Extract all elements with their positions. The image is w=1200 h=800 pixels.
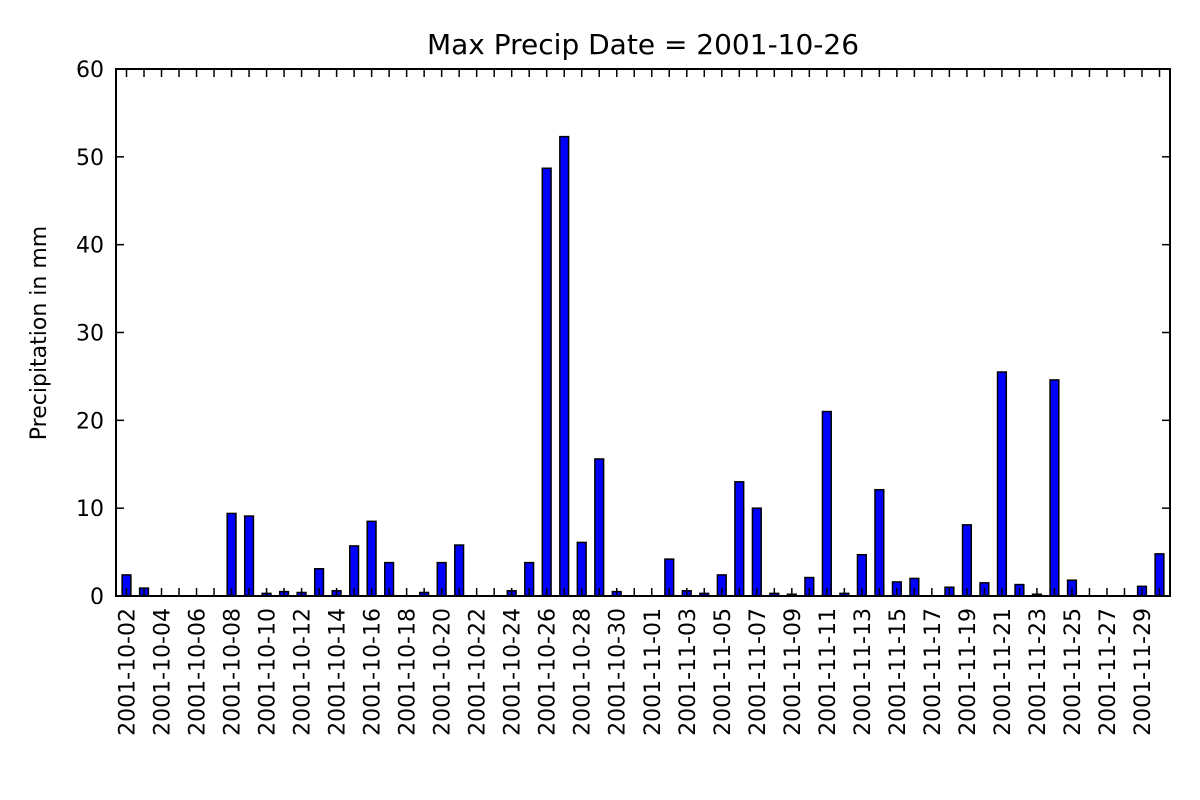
x-tick-label: 2001-10-06 — [186, 608, 211, 736]
y-axis-label: Precipitation in mm — [27, 226, 52, 440]
x-tick-label: 2001-10-04 — [151, 608, 176, 736]
y-tick-label: 40 — [76, 234, 104, 259]
y-axis-ticks: 0 10 20 30 40 50 60 — [76, 58, 1170, 610]
x-tick-label: 2001-11-03 — [676, 608, 701, 736]
x-tick-label: 2001-10-30 — [606, 608, 631, 736]
x-tick-label: 2001-10-08 — [221, 608, 246, 736]
bar-2001-11-19 — [961, 524, 973, 597]
plot-frame — [115, 68, 1171, 597]
x-tick-label: 2001-11-29 — [1131, 608, 1156, 736]
x-tick-label: 2001-11-09 — [781, 608, 806, 736]
x-tick-label: 2001-11-21 — [991, 608, 1016, 736]
bar-2001-11-21 — [996, 371, 1008, 597]
bar-2001-10-08 — [226, 512, 237, 597]
y-tick-label: 10 — [76, 497, 104, 522]
y-tick-label: 20 — [76, 409, 104, 434]
y-tick-label: 0 — [90, 585, 104, 610]
x-tick-label: 2001-10-10 — [256, 608, 281, 736]
bars-group — [121, 135, 1165, 597]
x-tick-label: 2001-10-24 — [501, 608, 526, 736]
chart-title: Max Precip Date = 2001-10-26 — [427, 28, 859, 61]
bar-2001-10-16 — [366, 520, 377, 597]
x-tick-label: 2001-10-12 — [291, 608, 316, 736]
bar-2001-11-07 — [751, 507, 762, 597]
x-tick-label: 2001-11-19 — [956, 608, 981, 736]
x-tick-label: 2001-11-25 — [1061, 608, 1086, 736]
x-tick-label: 2001-11-05 — [711, 608, 736, 736]
bar-2001-10-29 — [594, 458, 605, 597]
bar-2001-11-06 — [734, 481, 745, 597]
x-tick-label: 2001-11-15 — [886, 608, 911, 736]
x-tick-label: 2001-10-14 — [326, 608, 351, 736]
x-tick-label: 2001-11-23 — [1026, 608, 1051, 736]
bar-2001-11-24 — [1049, 379, 1060, 597]
x-tick-label: 2001-11-11 — [816, 608, 841, 736]
x-tick-label: 2001-11-17 — [921, 608, 946, 736]
x-tick-label: 2001-11-01 — [641, 608, 666, 736]
y-tick-label: 30 — [76, 322, 104, 347]
bar-2001-10-09 — [243, 515, 255, 597]
x-tick-label: 2001-10-02 — [116, 608, 141, 736]
y-tick-label: 60 — [76, 58, 104, 83]
bar-2001-11-14 — [874, 488, 885, 597]
y-tick-label: 50 — [76, 146, 104, 171]
x-tick-label: 2001-10-18 — [396, 608, 421, 736]
x-tick-label: 2001-11-13 — [851, 608, 876, 736]
x-tick-label: 2001-10-22 — [466, 608, 491, 736]
x-axis-ticks: 2001-10-02 2001-10-04 2001-10-06 2001-10-08… — [116, 69, 1161, 736]
x-tick-label: 2001-10-20 — [431, 608, 456, 736]
bar-2001-11-11 — [821, 410, 832, 597]
x-tick-label: 2001-10-16 — [361, 608, 386, 736]
x-tick-label: 2001-11-27 — [1096, 608, 1121, 736]
bar-2001-10-27 — [559, 135, 570, 597]
bar-2001-10-28 — [576, 541, 587, 597]
bar-2001-10-26 — [541, 167, 552, 597]
x-tick-label: 2001-10-28 — [571, 608, 596, 736]
x-tick-label: 2001-11-07 — [746, 608, 771, 736]
x-tick-label: 2001-10-26 — [536, 608, 561, 736]
